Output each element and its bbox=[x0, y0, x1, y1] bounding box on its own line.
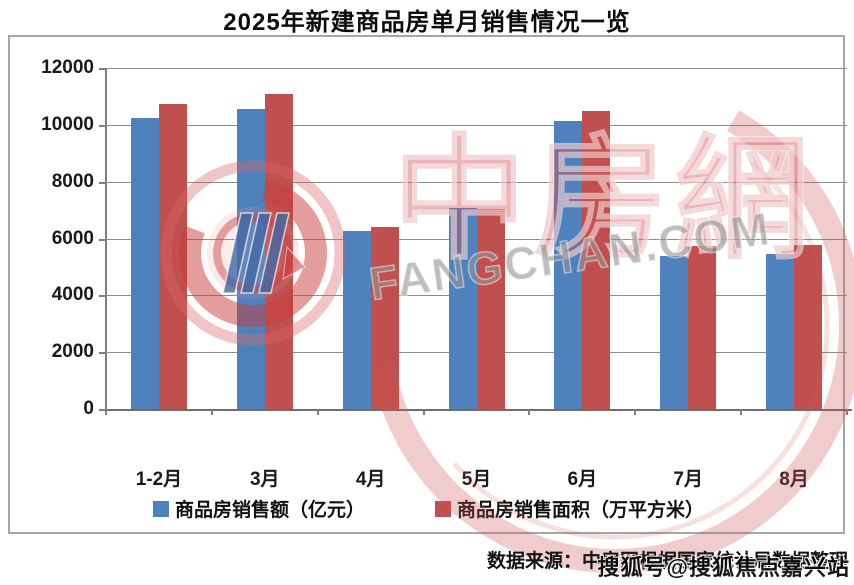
y-axis-label: 4000 bbox=[51, 284, 94, 306]
gridline bbox=[106, 124, 847, 126]
y-axis-label: 2000 bbox=[51, 341, 94, 363]
bar-sales-area-4月 bbox=[370, 227, 399, 409]
x-axis-tick bbox=[634, 409, 637, 415]
y-axis-tick bbox=[99, 68, 105, 70]
chart-title: 2025年新建商品房单月销售情况一览 bbox=[223, 9, 631, 36]
x-axis-tick bbox=[528, 409, 531, 415]
bar-sales-area-7月 bbox=[688, 245, 717, 409]
y-axis-label: 8000 bbox=[51, 170, 94, 192]
bar-sales-amount-5月 bbox=[448, 208, 477, 409]
legend-label: 商品房销售面积（万平方米） bbox=[457, 500, 705, 521]
x-axis-tick bbox=[740, 409, 743, 415]
gridline bbox=[106, 181, 847, 183]
bar-sales-amount-6月 bbox=[554, 120, 583, 409]
footer: 数据来源：中房网根据国家统计局数据整理 搜狐号@搜狐焦点嘉兴站 bbox=[486, 546, 850, 582]
x-axis-label: 3月 bbox=[249, 469, 280, 490]
x-axis-tick bbox=[846, 409, 848, 415]
x-axis-tick bbox=[210, 409, 213, 415]
legend: 商品房销售额（亿元） 商品房销售面积（万平方米） bbox=[10, 495, 847, 522]
bar-sales-area-6月 bbox=[582, 110, 611, 409]
bar-sales-area-8月 bbox=[794, 244, 823, 409]
x-axis-tick bbox=[422, 409, 425, 415]
bar-sales-area-1-2月 bbox=[158, 103, 187, 409]
y-axis-tick bbox=[99, 238, 105, 241]
bar-sales-amount-8月 bbox=[766, 253, 795, 409]
x-axis-label: 8月 bbox=[779, 469, 809, 490]
bar-sales-amount-1-2月 bbox=[130, 117, 159, 409]
source-text: 数据来源：中房网根据国家统计局数据整理 bbox=[486, 551, 848, 572]
legend-swatch bbox=[152, 500, 169, 517]
x-axis-label: 6月 bbox=[567, 469, 598, 490]
bar-sales-amount-3月 bbox=[236, 109, 265, 409]
x-axis-tick bbox=[105, 409, 107, 415]
x-axis-label: 5月 bbox=[461, 469, 492, 490]
legend-label: 商品房销售额（亿元） bbox=[174, 500, 365, 521]
y-axis-label: 6000 bbox=[51, 227, 94, 249]
legend-swatch bbox=[435, 500, 451, 517]
bar-sales-amount-7月 bbox=[660, 255, 689, 409]
y-axis-tick bbox=[99, 352, 105, 355]
y-axis-label: 10000 bbox=[41, 113, 94, 135]
x-axis-line bbox=[100, 409, 852, 411]
bar-sales-area-5月 bbox=[476, 208, 505, 409]
x-axis-label: 4月 bbox=[355, 469, 386, 490]
x-axis-label: 1-2月 bbox=[135, 469, 183, 490]
x-axis-tick bbox=[316, 409, 319, 415]
bar-sales-area-3月 bbox=[264, 93, 293, 409]
y-axis-label: 12000 bbox=[41, 57, 94, 78]
x-axis-label: 7月 bbox=[673, 469, 703, 490]
y-axis-tick bbox=[99, 295, 105, 298]
y-axis-tick bbox=[99, 124, 105, 127]
y-axis-label: 0 bbox=[83, 398, 94, 419]
sohu-watermark-text: 搜狐号@搜狐焦点嘉兴站 bbox=[597, 555, 850, 580]
gridline bbox=[106, 68, 847, 69]
y-axis-tick bbox=[99, 409, 105, 411]
legend-item-sales-area: 商品房销售面积（万平方米） bbox=[435, 495, 704, 522]
y-axis-tick bbox=[99, 181, 105, 184]
legend-item-sales-amount: 商品房销售额（亿元） bbox=[152, 495, 365, 522]
chart-frame: 12000 10000 8000 6000 4000 2000 0 1-2月 3月 4月 5月 6月 7… bbox=[8, 35, 852, 534]
plot-area: 12000 10000 8000 6000 4000 2000 0 1-2月 3月 4月 5月 6月 7… bbox=[41, 57, 852, 490]
bar-sales-amount-4月 bbox=[342, 231, 371, 409]
